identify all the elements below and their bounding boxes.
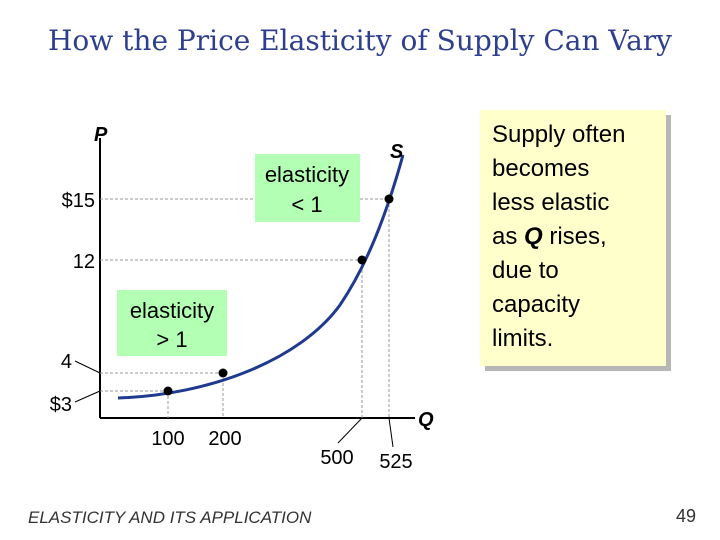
inelastic-annotation-line2: < 1 xyxy=(291,192,322,217)
callout-text: as xyxy=(492,223,525,250)
x-tick-labels: 100 200 500 525 xyxy=(151,428,412,473)
data-point xyxy=(384,194,394,204)
y-axis-label: P xyxy=(94,124,108,146)
callout-line: less elastic xyxy=(492,189,610,216)
x-tick-label: 100 xyxy=(151,428,184,450)
inelastic-annotation: elasticity < 1 xyxy=(255,154,360,222)
footer-text: ELASTICITY AND ITS APPLICATION xyxy=(28,508,312,527)
elastic-annotation: elasticity > 1 xyxy=(117,290,227,356)
supply-curve-label: S xyxy=(390,141,404,163)
capacity-callout: Supply often becomes less elastic as Q r… xyxy=(480,110,666,366)
x-tick-leader xyxy=(337,417,363,444)
data-points xyxy=(163,194,394,396)
data-point xyxy=(218,368,228,378)
elastic-annotation-box xyxy=(117,290,227,356)
page-number: 49 xyxy=(676,506,697,526)
callout-line: Supply often xyxy=(492,121,626,148)
inelastic-annotation-line1: elasticity xyxy=(265,162,349,187)
data-point xyxy=(163,386,173,396)
y-tick-label: $3 xyxy=(50,394,72,416)
y-tick-label: 12 xyxy=(73,251,95,273)
callout-line: as Q rises, xyxy=(492,220,666,254)
x-tick-leader xyxy=(388,417,394,448)
slide-title: How the Price Elasticity of Supply Can V… xyxy=(48,24,672,57)
callout-line: becomes xyxy=(492,155,590,182)
y-tick-leader xyxy=(74,390,101,403)
y-tick-label: 4 xyxy=(61,351,72,373)
y-tick-labels: $15 12 4 $3 xyxy=(50,190,95,416)
x-axis-label: Q xyxy=(418,409,434,431)
x-tick-label: 200 xyxy=(208,428,241,450)
callout-text: rises, xyxy=(542,223,607,250)
elastic-annotation-line1: elasticity xyxy=(130,298,214,323)
y-tick-leader xyxy=(74,360,101,374)
callout-q-emphasis: Q xyxy=(524,223,543,250)
supply-curve xyxy=(117,154,405,400)
callout-line: limits. xyxy=(492,325,554,352)
tick-leader-lines xyxy=(74,360,394,448)
callout-line: capacity xyxy=(492,291,581,318)
inelastic-annotation-box xyxy=(255,154,360,222)
elastic-annotation-line2: > 1 xyxy=(156,327,187,352)
x-tick-label: 500 xyxy=(320,447,353,469)
x-tick-label: 525 xyxy=(379,451,412,473)
y-tick-label: $15 xyxy=(62,190,95,212)
callout-line: due to xyxy=(492,257,559,284)
data-point xyxy=(357,255,367,265)
